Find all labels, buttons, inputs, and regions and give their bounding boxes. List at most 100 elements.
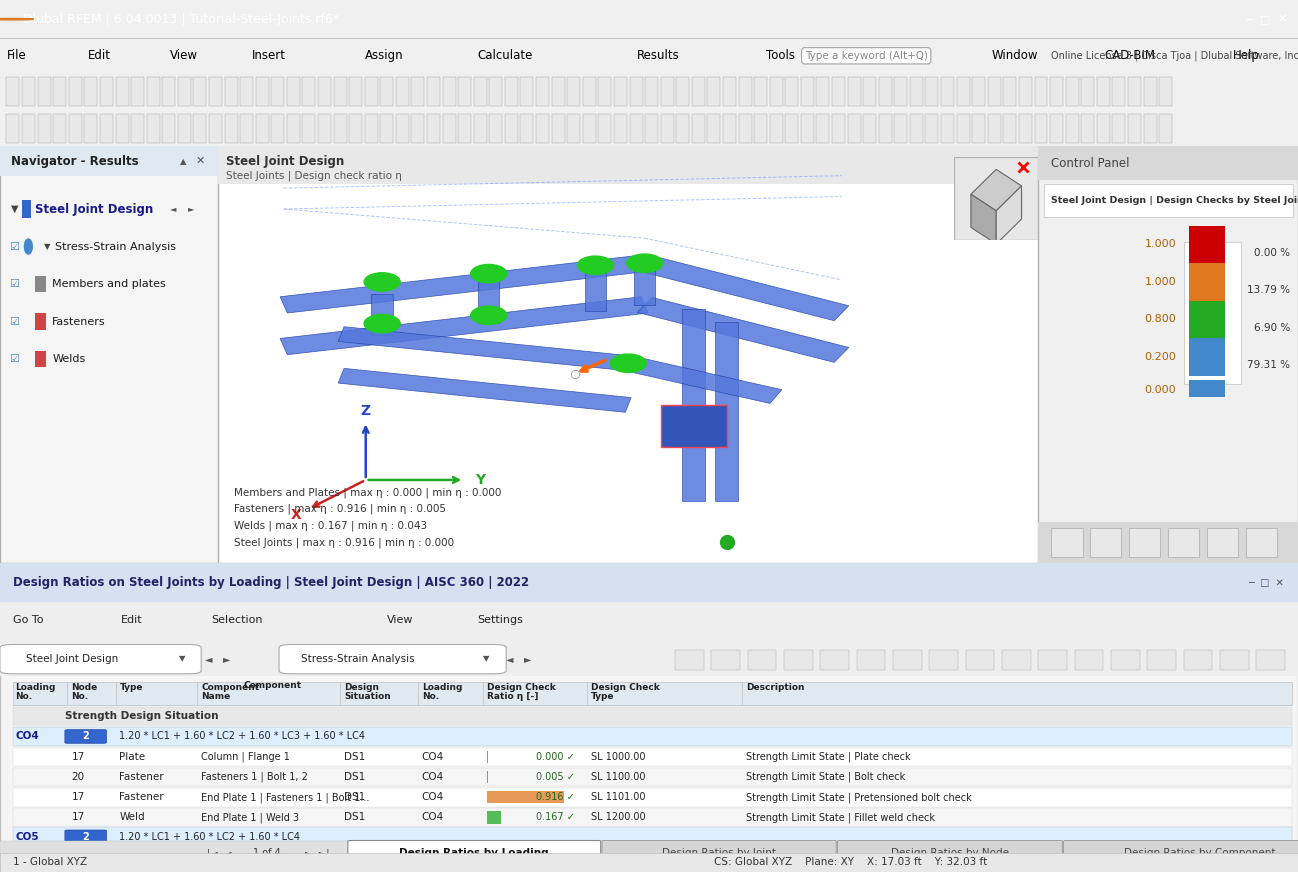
Bar (1038, 650, 1067, 670)
Text: □: □ (1260, 14, 1271, 24)
Bar (1220, 650, 1249, 670)
Text: Steel Joint Design: Steel Joint Design (26, 654, 118, 664)
Bar (396, 77, 409, 106)
Bar (1075, 650, 1103, 670)
Bar (380, 77, 393, 106)
Bar (957, 113, 970, 143)
Bar (1159, 77, 1172, 106)
Bar (661, 113, 674, 143)
Bar (1003, 77, 1016, 106)
Bar (1044, 184, 1293, 217)
Text: DS1: DS1 (344, 813, 365, 822)
Text: DS1: DS1 (344, 773, 365, 782)
Text: ☑: ☑ (9, 279, 18, 289)
Bar (857, 650, 885, 670)
Bar (69, 113, 82, 143)
Bar (1019, 113, 1032, 143)
Text: CO4: CO4 (16, 732, 39, 741)
Bar (692, 113, 705, 143)
Bar (598, 77, 611, 106)
Bar (630, 77, 643, 106)
Bar (13, 727, 1292, 746)
Text: ►: ► (223, 654, 231, 664)
Bar (365, 113, 378, 143)
Text: View: View (170, 50, 199, 62)
Bar (1168, 528, 1199, 557)
Text: ✕: ✕ (196, 156, 205, 166)
Text: Y: Y (475, 473, 485, 487)
Bar (893, 650, 922, 670)
Text: Design Ratios by Loading: Design Ratios by Loading (400, 848, 549, 858)
Bar (1256, 650, 1285, 670)
Bar (520, 77, 533, 106)
Text: Design Ratios by Component: Design Ratios by Component (1124, 848, 1275, 858)
Bar (567, 113, 580, 143)
Bar (863, 113, 876, 143)
Bar (675, 650, 704, 670)
Bar (487, 751, 488, 763)
Text: Settings: Settings (478, 616, 523, 625)
Text: Assign: Assign (365, 50, 404, 62)
Text: End Plate 1 | Fasteners 1 | Bolt 1...: End Plate 1 | Fasteners 1 | Bolt 1... (201, 792, 370, 802)
Bar (816, 113, 829, 143)
Bar (6, 77, 19, 106)
Bar (910, 113, 923, 143)
Bar (552, 77, 565, 106)
Text: 📊 Max/Min Information: 📊 Max/Min Information (17, 662, 143, 672)
Bar (723, 113, 736, 143)
Text: Steel Joint Design: Steel Joint Design (35, 202, 153, 215)
Bar (487, 771, 488, 783)
FancyBboxPatch shape (65, 730, 106, 743)
Text: ▼: ▼ (44, 242, 51, 251)
Bar (1035, 77, 1047, 106)
Bar (411, 77, 424, 106)
Text: 0.916 ✓: 0.916 ✓ (536, 793, 575, 802)
Bar (287, 113, 300, 143)
Bar (863, 77, 876, 106)
Text: Strength Design Situation: Strength Design Situation (65, 711, 218, 721)
Text: Fastener: Fastener (119, 793, 164, 802)
Text: Insert: Insert (252, 50, 286, 62)
Bar (13, 768, 1292, 787)
Bar (84, 77, 97, 106)
Bar (1189, 380, 1225, 397)
Bar (966, 650, 994, 670)
Text: Steel Joints | Design check ratio η: Steel Joints | Design check ratio η (226, 170, 402, 181)
Circle shape (0, 18, 34, 20)
Bar (1038, 521, 1298, 563)
Text: Stress-Strain Analysis: Stress-Strain Analysis (55, 242, 175, 251)
Text: ◄: ◄ (506, 654, 514, 664)
Text: ▼: ▼ (179, 655, 186, 664)
Text: 📋 Title Information: 📋 Title Information (17, 616, 119, 626)
Text: SL 1000.00: SL 1000.00 (591, 753, 645, 762)
Bar (661, 77, 674, 106)
Polygon shape (622, 357, 781, 404)
Polygon shape (371, 294, 393, 335)
Bar (520, 113, 533, 143)
Text: 0.000: 0.000 (1145, 385, 1176, 395)
Text: File: File (6, 50, 26, 62)
Bar (1050, 113, 1063, 143)
Bar (396, 113, 409, 143)
Circle shape (363, 273, 400, 291)
Text: ►  ►|: ► ►| (305, 848, 330, 859)
Bar (754, 77, 767, 106)
Bar (35, 351, 45, 367)
Text: Tools: Tools (766, 50, 794, 62)
Bar (0, 841, 1298, 867)
Bar (1035, 113, 1047, 143)
Text: Type a keyword (Alt+Q): Type a keyword (Alt+Q) (805, 51, 928, 61)
Bar (334, 77, 347, 106)
Polygon shape (971, 194, 997, 244)
Text: Fastener: Fastener (119, 773, 164, 782)
Bar (645, 113, 658, 143)
Bar (1112, 113, 1125, 143)
Bar (879, 113, 892, 143)
Text: 0.200: 0.200 (1145, 352, 1176, 362)
Text: No.: No. (16, 692, 32, 701)
Text: Options: Options (863, 50, 909, 62)
Circle shape (627, 254, 663, 272)
Text: SL 1100.00: SL 1100.00 (591, 773, 645, 782)
Text: Ratio η [-]: Ratio η [-] (487, 692, 539, 701)
Bar (1147, 650, 1176, 670)
